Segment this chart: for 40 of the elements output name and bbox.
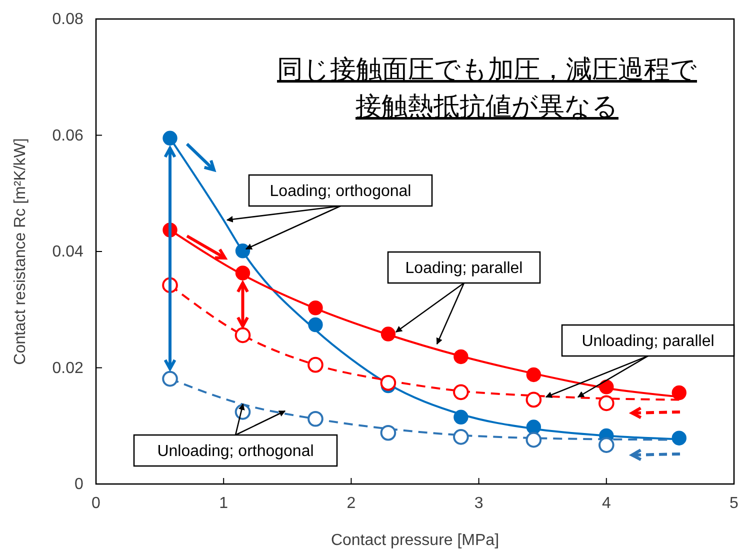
y-tick-label: 0.06 xyxy=(52,127,84,144)
point xyxy=(453,429,469,445)
text: Loading; parallel xyxy=(405,260,523,277)
y-axis-title: Contact resistance Rc [m²K/kW] xyxy=(12,138,29,365)
point xyxy=(526,367,542,382)
x-tick-label: 0 xyxy=(92,494,101,512)
point xyxy=(308,300,323,316)
x-tick-label: 5 xyxy=(730,494,739,512)
point xyxy=(672,385,686,400)
series-label: Unloading; orthogonal xyxy=(157,443,314,460)
point xyxy=(235,244,250,258)
text: Unloading; parallel xyxy=(582,333,714,350)
point xyxy=(672,430,686,446)
point xyxy=(162,370,178,387)
point xyxy=(234,327,251,344)
y-tick-label: 0.02 xyxy=(52,360,84,377)
point xyxy=(308,317,323,332)
x-tick-label: 1 xyxy=(219,494,228,512)
point xyxy=(454,349,468,364)
text: Loading; orthogonal xyxy=(270,183,412,200)
x-tick-label: 3 xyxy=(474,494,484,512)
point xyxy=(454,410,468,424)
point xyxy=(453,384,469,400)
x-tick-label: 2 xyxy=(346,494,356,512)
point xyxy=(598,437,614,453)
point xyxy=(380,374,396,391)
y-tick-label: 0.08 xyxy=(52,11,84,28)
point xyxy=(599,380,614,394)
point xyxy=(380,326,396,342)
point xyxy=(235,266,250,280)
point xyxy=(162,130,178,146)
y-tick-label: 0.04 xyxy=(52,244,84,261)
point xyxy=(308,411,324,427)
point xyxy=(380,424,396,441)
point xyxy=(526,420,542,434)
point xyxy=(308,356,324,373)
point xyxy=(526,432,542,448)
y-tick-label: 0 xyxy=(74,476,84,494)
x-axis-title: Contact pressure [MPa] xyxy=(330,532,500,549)
x-tick-label: 4 xyxy=(602,494,611,512)
